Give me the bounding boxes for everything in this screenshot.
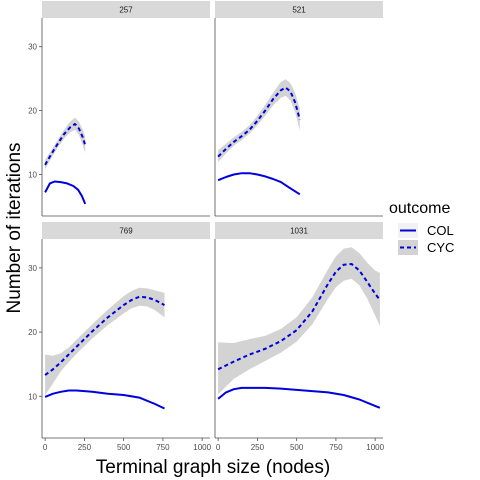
panel-1031: 1031 0 250 500 750 1000 [214, 222, 385, 452]
legend: outcome COL CYC [389, 200, 454, 255]
strip-1031 [215, 222, 383, 239]
series-line-col-257 [44, 180, 87, 205]
panels-layer: 257 10 20 30 521 769 10 20 30 0 250 500 750 1000 1031 0… [28, 1, 385, 452]
ribbon-cyc-257 [45, 117, 86, 170]
panel-257: 257 10 20 30 [28, 1, 210, 217]
x-tick-label-500-769: 500 [117, 443, 131, 452]
legend-key-cyc [398, 240, 418, 255]
x-tick-label-1000-1031: 1000 [366, 443, 384, 452]
legend-title: outcome [389, 200, 450, 217]
strip-label-257: 257 [119, 6, 133, 15]
legend-label-col: COL [427, 223, 454, 238]
series-line-col-769 [44, 389, 165, 410]
y-tick-label-20-769: 20 [28, 328, 37, 337]
y-tick-label-30-769: 30 [28, 264, 37, 273]
x-tick-label-500-1031: 500 [290, 443, 304, 452]
strip-257 [42, 1, 210, 18]
x-tick-label-750-769: 750 [156, 443, 170, 452]
x-tick-label-1000-769: 1000 [193, 443, 211, 452]
y-tick-label-10-769: 10 [28, 392, 37, 401]
panel-769: 769 10 20 30 0 250 500 750 1000 [28, 222, 212, 452]
ribbon-cyc-521 [218, 79, 300, 163]
x-tick-label-0-1031: 0 [216, 443, 221, 452]
x-tick-label-0-769: 0 [43, 443, 48, 452]
series-line-cyc-769 [44, 295, 165, 376]
strip-label-769: 769 [119, 227, 133, 236]
x-tick-label-250-769: 250 [78, 443, 92, 452]
legend-label-cyc: CYC [427, 240, 454, 255]
y-axis-title: Number of iterations [4, 142, 25, 313]
series-line-cyc-521 [217, 86, 301, 158]
y-tick-label-10-257: 10 [28, 170, 37, 179]
x-tick-label-250-1031: 250 [251, 443, 265, 452]
legend-key-col [398, 223, 418, 238]
y-tick-label-30-257: 30 [28, 43, 37, 52]
series-line-cyc-257 [44, 123, 87, 166]
strip-769 [42, 222, 210, 239]
ribbon-cyc-1031 [218, 247, 380, 395]
series-line-col-521 [217, 172, 301, 196]
series-line-col-1031 [217, 386, 381, 409]
series-line-cyc-1031 [217, 263, 381, 371]
x-axis-title: Terminal graph size (nodes) [96, 457, 330, 478]
ribbon-cyc-769 [45, 287, 165, 395]
y-tick-label-20-257: 20 [28, 107, 37, 116]
strip-521 [215, 1, 383, 18]
panel-521: 521 [214, 1, 383, 217]
strip-label-1031: 1031 [290, 227, 308, 236]
strip-label-521: 521 [292, 6, 306, 15]
x-tick-label-750-1031: 750 [329, 443, 343, 452]
